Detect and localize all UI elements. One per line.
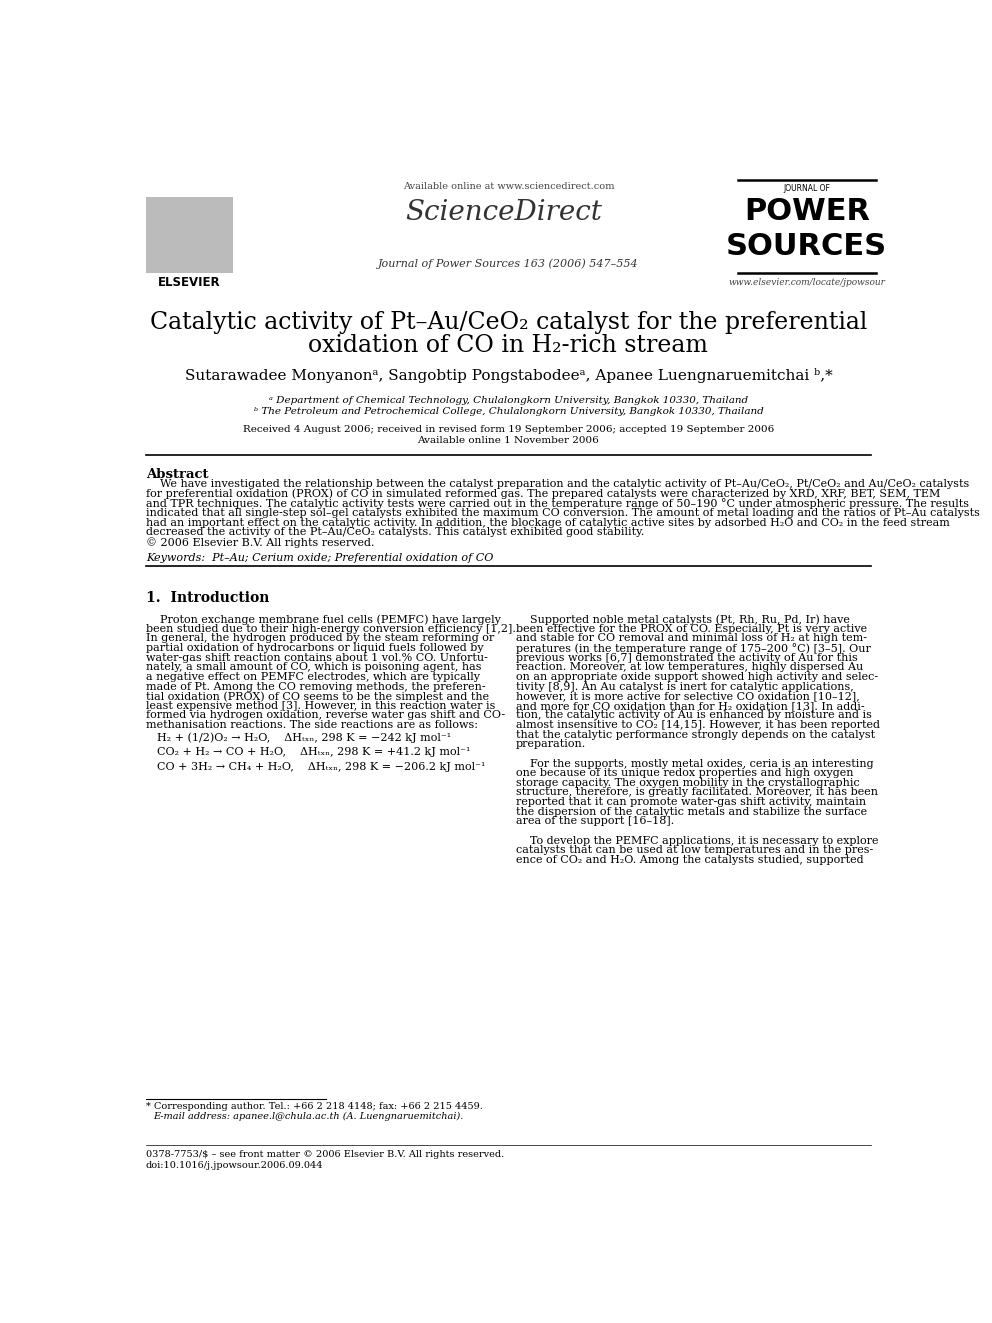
Text: CO₂ + H₂ → CO + H₂O,    ΔHₜₓₙ, 298 K = +41.2 kJ mol⁻¹: CO₂ + H₂ → CO + H₂O, ΔHₜₓₙ, 298 K = +41.… bbox=[158, 747, 470, 758]
Text: decreased the activity of the Pt–Au/CeO₂ catalysts. This catalyst exhibited good: decreased the activity of the Pt–Au/CeO₂… bbox=[146, 527, 644, 537]
Text: and TPR techniques. The catalytic activity tests were carried out in the tempera: and TPR techniques. The catalytic activi… bbox=[146, 499, 969, 509]
Text: tion, the catalytic activity of Au is enhanced by moisture and is: tion, the catalytic activity of Au is en… bbox=[516, 710, 872, 721]
Text: H₂ + (1/2)O₂ → H₂O,    ΔHₜₓₙ, 298 K = −242 kJ mol⁻¹: H₂ + (1/2)O₂ → H₂O, ΔHₜₓₙ, 298 K = −242 … bbox=[158, 733, 451, 744]
Text: * Corresponding author. Tel.: +66 2 218 4148; fax: +66 2 215 4459.: * Corresponding author. Tel.: +66 2 218 … bbox=[146, 1102, 482, 1111]
Text: Abstract: Abstract bbox=[146, 468, 208, 482]
Text: www.elsevier.com/locate/jpowsour: www.elsevier.com/locate/jpowsour bbox=[728, 278, 885, 287]
Text: peratures (in the temperature range of 175–200 °C) [3–5]. Our: peratures (in the temperature range of 1… bbox=[516, 643, 871, 654]
Text: reported that it can promote water-gas shift activity, maintain: reported that it can promote water-gas s… bbox=[516, 796, 866, 807]
Text: for preferential oxidation (PROX) of CO in simulated reformed gas. The prepared : for preferential oxidation (PROX) of CO … bbox=[146, 488, 940, 499]
Text: catalysts that can be used at low temperatures and in the pres-: catalysts that can be used at low temper… bbox=[516, 845, 873, 855]
Text: For the supports, mostly metal oxides, ceria is an interesting: For the supports, mostly metal oxides, c… bbox=[516, 758, 874, 769]
Text: on an appropriate oxide support showed high activity and selec-: on an appropriate oxide support showed h… bbox=[516, 672, 878, 681]
Text: preparation.: preparation. bbox=[516, 740, 586, 749]
Text: the dispersion of the catalytic metals and stabilize the surface: the dispersion of the catalytic metals a… bbox=[516, 807, 867, 816]
Text: area of the support [16–18].: area of the support [16–18]. bbox=[516, 816, 675, 827]
Text: CO + 3H₂ → CH₄ + H₂O,    ΔHₜₓₙ, 298 K = −206.2 kJ mol⁻¹: CO + 3H₂ → CH₄ + H₂O, ΔHₜₓₙ, 298 K = −20… bbox=[158, 762, 486, 773]
Text: 1.  Introduction: 1. Introduction bbox=[146, 591, 269, 605]
Text: ᵇ The Petroleum and Petrochemical College, Chulalongkorn University, Bangkok 103: ᵇ The Petroleum and Petrochemical Colleg… bbox=[254, 407, 763, 417]
Text: Proton exchange membrane fuel cells (PEMFC) have largely: Proton exchange membrane fuel cells (PEM… bbox=[146, 614, 501, 624]
Text: storage capacity. The oxygen mobility in the crystallographic: storage capacity. The oxygen mobility in… bbox=[516, 778, 860, 787]
Text: been studied due to their high-energy conversion efficiency [1,2].: been studied due to their high-energy co… bbox=[146, 624, 516, 634]
Text: © 2006 Elsevier B.V. All rights reserved.: © 2006 Elsevier B.V. All rights reserved… bbox=[146, 537, 374, 548]
Text: formed via hydrogen oxidation, reverse water gas shift and CO-: formed via hydrogen oxidation, reverse w… bbox=[146, 710, 505, 721]
Text: a negative effect on PEMFC electrodes, which are typically: a negative effect on PEMFC electrodes, w… bbox=[146, 672, 480, 681]
Text: Keywords:  Pt–Au; Cerium oxide; Preferential oxidation of CO: Keywords: Pt–Au; Cerium oxide; Preferent… bbox=[146, 553, 493, 562]
Text: that the catalytic performance strongly depends on the catalyst: that the catalytic performance strongly … bbox=[516, 730, 875, 740]
Text: and more for CO oxidation than for H₂ oxidation [13]. In addi-: and more for CO oxidation than for H₂ ox… bbox=[516, 701, 865, 710]
Text: previous works [6,7] demonstrated the activity of Au for this: previous works [6,7] demonstrated the ac… bbox=[516, 652, 858, 663]
Text: ELSEVIER: ELSEVIER bbox=[158, 275, 220, 288]
Text: Journal of Power Sources 163 (2006) 547–554: Journal of Power Sources 163 (2006) 547–… bbox=[378, 259, 639, 270]
Text: however, it is more active for selective CO oxidation [10–12],: however, it is more active for selective… bbox=[516, 691, 860, 701]
Text: one because of its unique redox properties and high oxygen: one because of its unique redox properti… bbox=[516, 769, 854, 778]
Text: had an important effect on the catalytic activity. In addition, the blockage of : had an important effect on the catalytic… bbox=[146, 517, 949, 528]
Text: tivity [8,9]. An Au catalyst is inert for catalytic applications,: tivity [8,9]. An Au catalyst is inert fo… bbox=[516, 681, 854, 692]
Text: water-gas shift reaction contains about 1 vol.% CO. Unfortu-: water-gas shift reaction contains about … bbox=[146, 652, 488, 663]
Text: In general, the hydrogen produced by the steam reforming or: In general, the hydrogen produced by the… bbox=[146, 634, 494, 643]
Text: E-mail address: apanee.l@chula.ac.th (A. Luengnaruemitchai).: E-mail address: apanee.l@chula.ac.th (A.… bbox=[154, 1113, 464, 1121]
Text: methanisation reactions. The side reactions are as follows:: methanisation reactions. The side reacti… bbox=[146, 720, 478, 730]
Text: POWER: POWER bbox=[744, 197, 870, 226]
Text: To develop the PEMFC applications, it is necessary to explore: To develop the PEMFC applications, it is… bbox=[516, 836, 879, 845]
Text: ScienceDirect: ScienceDirect bbox=[406, 198, 602, 226]
Text: nately, a small amount of CO, which is poisoning agent, has: nately, a small amount of CO, which is p… bbox=[146, 663, 481, 672]
Text: 0378-7753/$ – see front matter © 2006 Elsevier B.V. All rights reserved.: 0378-7753/$ – see front matter © 2006 El… bbox=[146, 1150, 504, 1159]
Text: least expensive method [3]. However, in this reaction water is: least expensive method [3]. However, in … bbox=[146, 701, 495, 710]
Text: indicated that all single-step sol–gel catalysts exhibited the maximum CO conver: indicated that all single-step sol–gel c… bbox=[146, 508, 979, 519]
Text: We have investigated the relationship between the catalyst preparation and the c: We have investigated the relationship be… bbox=[146, 479, 969, 490]
Text: JOURNAL OF: JOURNAL OF bbox=[784, 184, 830, 193]
Text: and stable for CO removal and minimal loss of H₂ at high tem-: and stable for CO removal and minimal lo… bbox=[516, 634, 867, 643]
Text: ᵃ Department of Chemical Technology, Chulalongkorn University, Bangkok 10330, Th: ᵃ Department of Chemical Technology, Chu… bbox=[269, 396, 748, 405]
Text: Available online 1 November 2006: Available online 1 November 2006 bbox=[418, 437, 599, 445]
Text: Supported noble metal catalysts (Pt, Rh, Ru, Pd, Ir) have: Supported noble metal catalysts (Pt, Rh,… bbox=[516, 614, 850, 624]
Bar bbox=[146, 197, 232, 273]
Text: been effective for the PROX of CO. Especially, Pt is very active: been effective for the PROX of CO. Espec… bbox=[516, 624, 867, 634]
Text: partial oxidation of hydrocarbons or liquid fuels followed by: partial oxidation of hydrocarbons or liq… bbox=[146, 643, 483, 654]
Text: reaction. Moreover, at low temperatures, highly dispersed Au: reaction. Moreover, at low temperatures,… bbox=[516, 663, 863, 672]
Text: almost insensitive to CO₂ [14,15]. However, it has been reported: almost insensitive to CO₂ [14,15]. Howev… bbox=[516, 720, 880, 730]
Text: Sutarawadee Monyanonᵃ, Sangobtip Pongstabodeeᵃ, Apanee Luengnaruemitchai ᵇ,*: Sutarawadee Monyanonᵃ, Sangobtip Pongsta… bbox=[185, 368, 832, 384]
Text: made of Pt. Among the CO removing methods, the preferen-: made of Pt. Among the CO removing method… bbox=[146, 681, 485, 692]
Text: Available online at www.sciencedirect.com: Available online at www.sciencedirect.co… bbox=[403, 181, 614, 191]
Text: doi:10.1016/j.jpowsour.2006.09.044: doi:10.1016/j.jpowsour.2006.09.044 bbox=[146, 1160, 323, 1170]
Text: Received 4 August 2006; received in revised form 19 September 2006; accepted 19 : Received 4 August 2006; received in revi… bbox=[243, 425, 774, 434]
Text: structure, therefore, is greatly facilitated. Moreover, it has been: structure, therefore, is greatly facilit… bbox=[516, 787, 878, 798]
Text: oxidation of CO in H₂-rich stream: oxidation of CO in H₂-rich stream bbox=[309, 335, 708, 357]
Text: ence of CO₂ and H₂O. Among the catalysts studied, supported: ence of CO₂ and H₂O. Among the catalysts… bbox=[516, 855, 864, 865]
Text: Catalytic activity of Pt–Au/CeO₂ catalyst for the preferential: Catalytic activity of Pt–Au/CeO₂ catalys… bbox=[150, 311, 867, 335]
Text: SOURCES: SOURCES bbox=[726, 232, 887, 261]
Text: tial oxidation (PROX) of CO seems to be the simplest and the: tial oxidation (PROX) of CO seems to be … bbox=[146, 691, 489, 701]
